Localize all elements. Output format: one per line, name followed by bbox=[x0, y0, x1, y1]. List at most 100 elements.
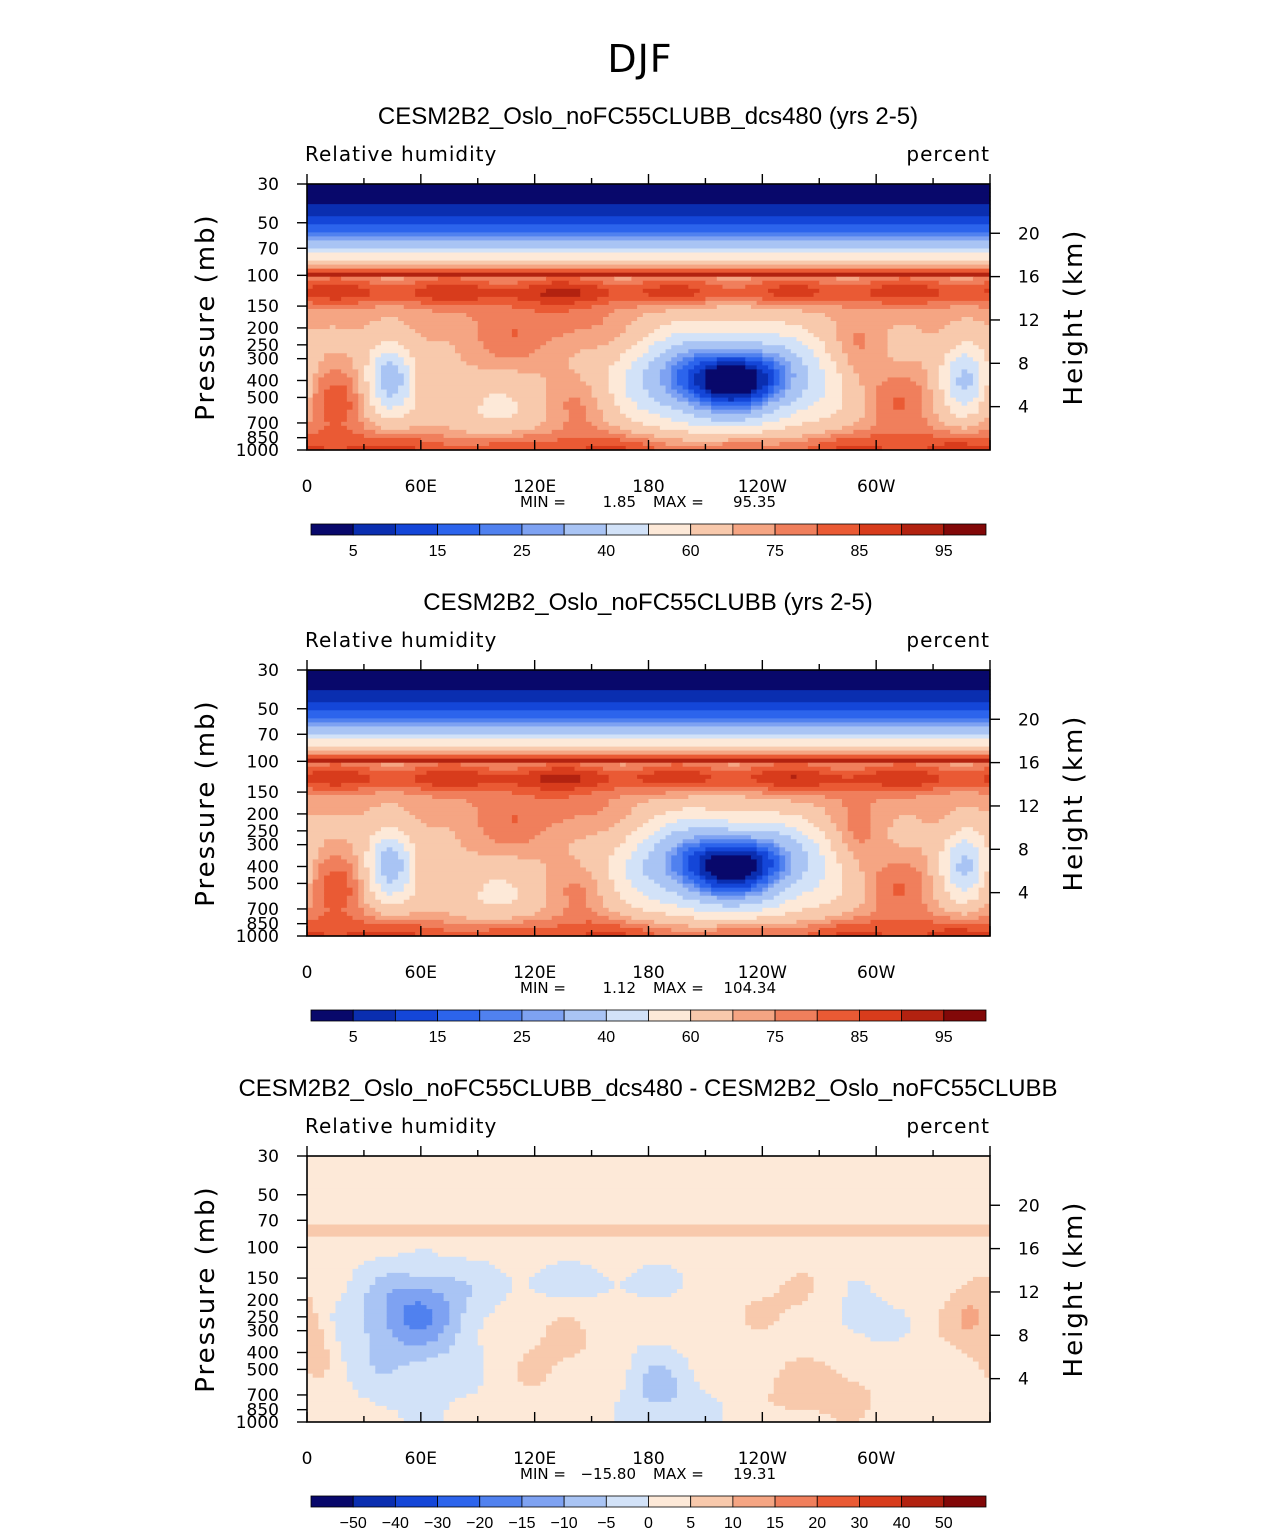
contour-cell bbox=[307, 292, 371, 298]
contour-cell bbox=[864, 766, 940, 772]
contour-cell bbox=[705, 280, 763, 286]
contour-cell bbox=[898, 276, 911, 282]
contour-cell bbox=[682, 839, 701, 844]
contour-cell bbox=[307, 224, 991, 229]
contour-cell bbox=[409, 867, 416, 873]
contour-cell bbox=[608, 421, 644, 427]
contour-cell bbox=[830, 847, 849, 852]
contour-cell bbox=[346, 839, 371, 844]
contour-cell bbox=[307, 1248, 416, 1254]
contour-cell bbox=[807, 377, 826, 383]
contour-cell bbox=[454, 345, 485, 350]
contour-cell bbox=[420, 819, 479, 824]
contour-cell bbox=[694, 915, 758, 921]
contour-cell bbox=[352, 915, 376, 921]
contour-cell bbox=[318, 365, 354, 370]
contour-cell bbox=[773, 369, 781, 375]
contour-cell bbox=[574, 329, 627, 334]
colorbar: 5 15 25 40 60 75 85 95 bbox=[310, 523, 987, 560]
contour-cell bbox=[938, 1329, 991, 1334]
contour-cell bbox=[585, 1333, 866, 1338]
contour-cell bbox=[517, 855, 576, 861]
contour-cell bbox=[369, 1353, 439, 1359]
contour-cell bbox=[369, 843, 376, 848]
contour-cell bbox=[876, 891, 894, 897]
contour-cell bbox=[403, 1317, 433, 1322]
contour-cell bbox=[830, 353, 849, 358]
contour-cell bbox=[836, 851, 854, 856]
contour-cell bbox=[585, 409, 604, 415]
contour-cell bbox=[483, 1377, 519, 1383]
contour-cell bbox=[711, 397, 729, 403]
contour-cell bbox=[984, 839, 991, 844]
contour-cell bbox=[967, 1280, 991, 1286]
contour-cell bbox=[716, 879, 746, 885]
contour-cell bbox=[517, 1373, 547, 1379]
contour-cell bbox=[483, 341, 547, 346]
contour-cell bbox=[489, 441, 644, 447]
colorbar-label: 15 bbox=[429, 543, 447, 560]
contour-cell bbox=[762, 296, 991, 302]
contour-cell bbox=[375, 915, 467, 921]
contour-cell bbox=[369, 778, 416, 784]
contour-cell bbox=[608, 373, 627, 379]
contour-cell bbox=[785, 911, 843, 917]
x-tick-label: 60E bbox=[405, 1449, 437, 1469]
contour-cell bbox=[307, 855, 319, 861]
contour-cell bbox=[762, 863, 775, 869]
x-tick-label: 60W bbox=[857, 963, 896, 983]
contour-cell bbox=[449, 1317, 462, 1322]
contour-cell bbox=[329, 1317, 365, 1322]
contour-cell bbox=[785, 1361, 826, 1367]
contour-cell bbox=[380, 762, 405, 768]
contour-cell bbox=[665, 811, 781, 816]
contour-cell bbox=[807, 835, 826, 840]
contour-cell bbox=[307, 782, 331, 788]
contour-cell bbox=[409, 385, 416, 391]
contour-cell bbox=[307, 385, 314, 391]
contour-cell bbox=[676, 373, 689, 379]
contour-cell bbox=[773, 377, 781, 383]
contour-cell bbox=[517, 409, 547, 415]
contour-cell bbox=[688, 1365, 786, 1371]
contour-cell bbox=[881, 867, 917, 873]
contour-cell bbox=[688, 1357, 798, 1363]
contour-cell bbox=[631, 879, 655, 885]
contour-cell bbox=[648, 819, 678, 824]
contour-cell bbox=[580, 762, 621, 768]
contour-cell bbox=[409, 425, 450, 431]
contour-cell bbox=[466, 1393, 621, 1399]
contour-cell bbox=[580, 883, 598, 889]
y-tick-label: 1000 bbox=[236, 441, 279, 461]
contour-cell bbox=[386, 361, 393, 366]
contour-cell bbox=[779, 903, 820, 909]
contour-cell bbox=[671, 405, 695, 411]
contour-cell bbox=[984, 280, 991, 286]
colorbar-swatch bbox=[563, 1495, 607, 1508]
contour-cell bbox=[546, 883, 570, 889]
contour-cell bbox=[568, 409, 587, 415]
contour-cell bbox=[386, 1313, 405, 1318]
contour-cell bbox=[614, 401, 638, 407]
contour-cell bbox=[676, 1381, 701, 1387]
contour-cell bbox=[625, 1377, 644, 1383]
contour-cell bbox=[415, 397, 485, 403]
contour-cell bbox=[984, 774, 991, 780]
contour-cell bbox=[329, 276, 342, 282]
contour-cell bbox=[984, 1369, 991, 1375]
contour-cell bbox=[671, 385, 684, 391]
contour-cell bbox=[312, 887, 325, 893]
contour-cell bbox=[665, 361, 678, 366]
contour-cell bbox=[859, 863, 889, 869]
contour-cell bbox=[779, 1289, 815, 1294]
y-tick-label: 500 bbox=[247, 874, 279, 894]
contour-cell bbox=[494, 1309, 746, 1314]
contour-cell bbox=[910, 1321, 940, 1326]
contour-cell bbox=[665, 389, 678, 395]
contour-cell bbox=[842, 803, 872, 808]
contour-cell bbox=[585, 405, 598, 411]
contour-cell bbox=[779, 1369, 837, 1375]
contour-cell bbox=[699, 393, 712, 399]
contour-cell bbox=[802, 875, 826, 881]
contour-cell bbox=[938, 867, 951, 873]
